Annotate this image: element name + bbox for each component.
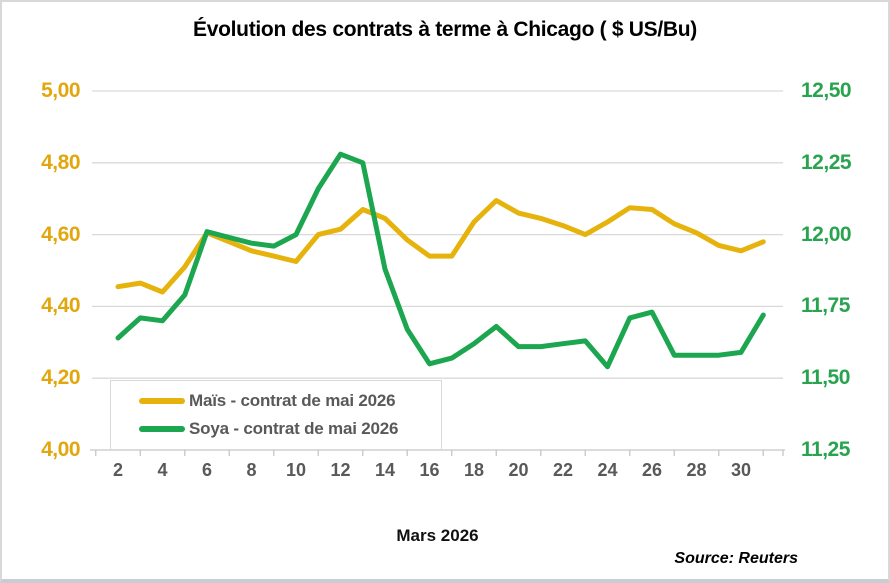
x-axis-tick-label: 28 (686, 460, 707, 480)
left-axis-tick-label: 5,00 (41, 79, 80, 102)
legend-item-soya: Soya - contrat de mai 2026 (139, 419, 441, 439)
legend: Maïs - contrat de mai 2026 Soya - contra… (110, 380, 442, 450)
left-axis-tick-label: 4,80 (41, 150, 80, 174)
legend-item-mais: Maïs - contrat de mai 2026 (139, 391, 441, 411)
x-axis-tick-label: 18 (463, 460, 485, 480)
right-axis-tick-label: 11,25 (801, 438, 850, 461)
x-axis-tick-label: 20 (508, 460, 529, 480)
x-axis-tick-label: 12 (330, 460, 351, 480)
right-axis-tick-label: 11,50 (801, 366, 850, 390)
x-axis-tick-label: 4 (157, 460, 168, 480)
mais-line (115, 198, 766, 295)
right-axis-tick-label: 12,50 (801, 79, 852, 102)
right-axis-tick-label: 12,25 (801, 150, 852, 174)
chart-title: Évolution des contrats à terme à Chicago… (193, 18, 697, 41)
soya-line (115, 151, 766, 370)
x-axis-tick-label: 8 (246, 460, 257, 480)
left-axis-tick-label: 4,40 (41, 294, 80, 318)
right-axis-tick-label: 12,00 (801, 222, 852, 246)
x-axis-tick-label: 16 (419, 460, 440, 480)
x-axis-tick-label: 10 (285, 460, 307, 480)
left-axis-tick-label: 4,00 (41, 438, 80, 461)
x-axis-tick-label: 24 (597, 460, 618, 480)
left-axis-tick-label: 4,60 (41, 222, 80, 246)
x-axis-tick-label: 22 (552, 460, 574, 480)
left-axis-tick-label: 4,20 (41, 366, 80, 390)
x-axis-tick-label: 26 (641, 460, 663, 480)
legend-label-soya: Soya - contrat de mai 2026 (189, 419, 399, 438)
mais-line-swatch (139, 398, 185, 404)
legend-label-mais: Maïs - contrat de mai 2026 (189, 391, 396, 410)
x-axis-tick-label: 6 (201, 460, 212, 480)
x-axis-tick-label: 2 (112, 460, 123, 480)
x-axis-tick-label: 14 (374, 460, 396, 480)
source-credit: Source: Reuters (674, 550, 798, 567)
x-axis-tick-label: 30 (730, 460, 752, 480)
x-axis-title: Mars 2026 (396, 526, 479, 545)
soya-line-swatch (139, 426, 185, 432)
right-axis-tick-label: 11,75 (801, 294, 850, 318)
